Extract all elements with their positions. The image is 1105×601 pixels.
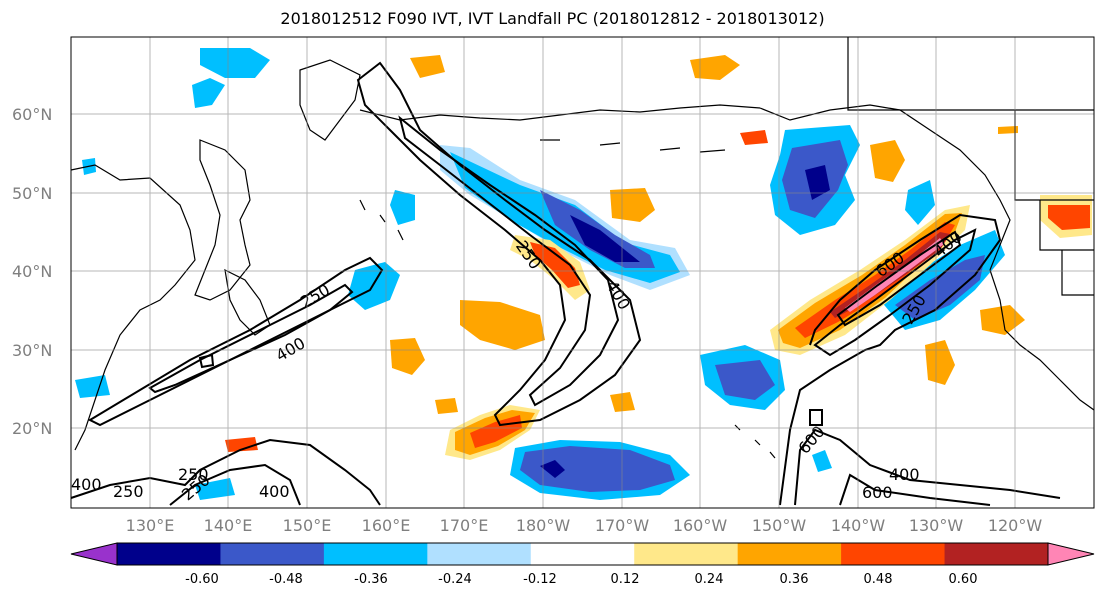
colorbar-tick-label: -0.48: [269, 572, 303, 587]
colorbar-max-extension: [1047, 542, 1095, 566]
neg-south-blob-core: [520, 446, 675, 492]
coastlines: [70, 37, 1095, 459]
neg-bc: [905, 180, 935, 225]
colorbar-segment: [427, 543, 532, 565]
contour-label: 600: [862, 483, 893, 502]
gridlines: [71, 37, 1094, 508]
lat-label: 30°N: [12, 341, 52, 360]
colorbar-tick-label: -0.60: [185, 572, 219, 587]
contour-label: 250: [113, 482, 144, 501]
neg-west-bits-2: [390, 190, 415, 225]
longitude-labels: 130°E 140°E 150°E 160°E 170°E 180°W 170°…: [126, 516, 1043, 535]
lon-label: 150°E: [283, 516, 332, 535]
neg-sw-2: [195, 478, 235, 500]
neg-west-bits: [348, 262, 400, 310]
colorbar-segment: [323, 543, 428, 565]
lon-label: 140°W: [831, 516, 886, 535]
pos-central-blob: [460, 300, 545, 350]
colorbar-outline: [116, 542, 1049, 566]
contour-label: 250: [178, 465, 209, 484]
colorbar-tick-label: 0.12: [611, 572, 640, 587]
contour-label: 400: [259, 482, 290, 501]
lon-label: 130°E: [126, 516, 175, 535]
lat-label: 40°N: [12, 262, 52, 281]
contour-label: 400: [889, 465, 920, 484]
lon-label: 140°E: [204, 516, 253, 535]
colorbar-tick-label: -0.12: [523, 572, 557, 587]
lon-label: 170°E: [440, 516, 489, 535]
neg-hawaii-pt: [812, 450, 832, 472]
pos-sw-dot: [435, 398, 458, 414]
pos-central-blob-2: [390, 338, 425, 375]
pos-alaska-mid: [740, 130, 768, 145]
latitude-labels: 60°N 50°N 40°N 30°N 20°N: [12, 105, 52, 438]
pos-coast-south: [980, 305, 1025, 335]
colorbar-tick-label: 0.36: [780, 572, 809, 587]
lon-label: 180°W: [516, 516, 571, 535]
map-frame: [70, 36, 1095, 509]
lat-label: 50°N: [12, 184, 52, 203]
contour-label: 400: [71, 475, 102, 494]
lon-label: 160°W: [673, 516, 728, 535]
ivt-contours: [70, 61, 1061, 506]
pos-canada-east-core: [1048, 205, 1090, 230]
pos-alaska-sw: [610, 188, 655, 222]
lon-label: 170°W: [595, 516, 650, 535]
colorbar-tick-label: 0.48: [864, 572, 893, 587]
colorbar-segment: [841, 543, 946, 565]
neg-gulf-alaska-max: [805, 165, 830, 200]
lat-label: 60°N: [12, 105, 52, 124]
pos-aleutian: [410, 55, 445, 78]
neg-south-blob-max: [540, 460, 565, 478]
lon-label: 160°E: [362, 516, 411, 535]
colorbar-segment: [737, 543, 842, 565]
colorbar-segment: [530, 543, 635, 565]
map-title: 2018012512 F090 IVT, IVT Landfall PC (20…: [280, 9, 825, 28]
colorbar-tick-label: 0.60: [949, 572, 978, 587]
pos-east-blob: [925, 340, 955, 385]
pos-nw-pacific: [225, 437, 258, 452]
pos-gulf-coast: [870, 140, 905, 182]
colorbar: -0.60 -0.48 -0.36 -0.24 -0.12 0.12 0.24 …: [70, 542, 1095, 587]
lon-label: 130°W: [909, 516, 964, 535]
neg-kamchatka: [200, 48, 270, 78]
lat-label: 20°N: [12, 419, 52, 438]
colorbar-tick-label: -0.36: [354, 572, 388, 587]
lon-label: 150°W: [752, 516, 807, 535]
pos-canada-strip: [998, 126, 1018, 134]
pos-coast-band-strong: [830, 232, 950, 318]
colorbar-tick-label: -0.24: [438, 572, 472, 587]
colorbar-segment: [944, 543, 1049, 565]
colorbar-segments: [117, 543, 1049, 565]
colorbar-segment: [117, 543, 221, 565]
pos-alaska-east: [690, 55, 740, 80]
colorbar-tick-label: 0.24: [695, 572, 724, 587]
colorbar-segment: [220, 543, 325, 565]
lon-label: 120°W: [988, 516, 1043, 535]
neg-kamchatka-2: [192, 78, 225, 108]
colorbar-segment: [634, 543, 739, 565]
neg-hawaii-north-core: [715, 360, 775, 400]
colorbar-min-extension: [70, 542, 118, 566]
